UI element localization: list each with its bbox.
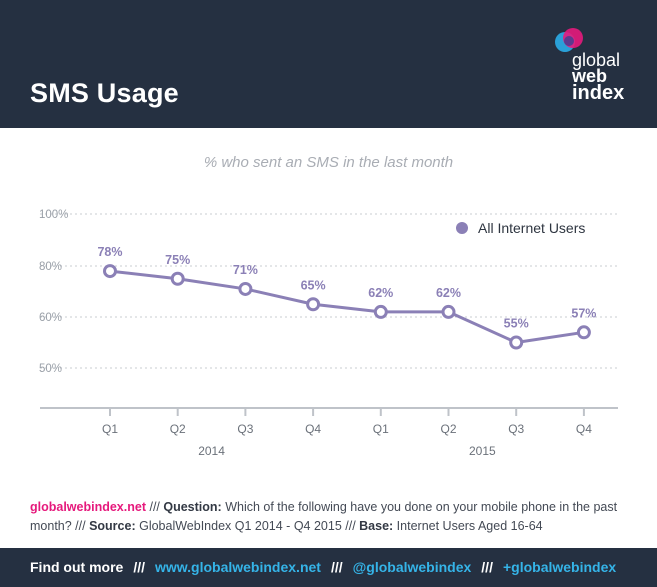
footer-website-link[interactable]: www.globalwebindex.net: [155, 559, 321, 575]
data-label: 65%: [301, 278, 326, 292]
footnote-source-text: GlobalWebIndex Q1 2014 - Q4 2015: [135, 519, 342, 533]
x-tick-label: Q1: [373, 422, 389, 436]
logo-line-3: index: [572, 82, 625, 105]
footer-twitter-link[interactable]: @globalwebindex: [352, 559, 472, 575]
footnote-source-label: Source:: [89, 519, 136, 533]
footer-separator: ///: [133, 559, 145, 575]
x-tick-label: Q3: [237, 422, 253, 436]
logo-wordmark: global web index: [572, 50, 625, 105]
footnote: globalwebindex.net /// Question: Which o…: [30, 498, 640, 536]
x-tick-label: Q3: [508, 422, 524, 436]
data-point: [373, 304, 388, 319]
data-label: 55%: [504, 317, 529, 331]
data-point: [509, 335, 524, 350]
data-point: [103, 264, 117, 279]
legend-marker: [456, 222, 468, 234]
footnote-question-text: Which of the following have you done on …: [30, 500, 618, 533]
logo-circles-icon: [555, 28, 583, 52]
footnote-base-label: Base:: [359, 519, 394, 533]
year-label: 2014: [198, 444, 225, 458]
legend-label: All Internet Users: [478, 220, 585, 236]
data-point: [306, 297, 321, 312]
y-tick-label: 100%: [39, 209, 68, 221]
data-label: 62%: [436, 286, 461, 300]
footnote-sep-3: ///: [341, 519, 360, 533]
footnote-question-label: Question:: [163, 500, 222, 514]
data-point: [170, 271, 185, 286]
y-tick-label: 60%: [39, 312, 62, 324]
y-tick-label: 50%: [39, 363, 62, 375]
data-label: 78%: [97, 245, 122, 259]
x-tick-label: Q2: [170, 422, 186, 436]
data-point: [576, 325, 591, 340]
footnote-base-text: Internet Users Aged 16-64: [393, 519, 543, 533]
data-label: 75%: [165, 253, 190, 267]
data-label: 62%: [368, 286, 393, 300]
x-tick-label: Q1: [102, 422, 118, 436]
logo-line-1: global: [572, 50, 621, 70]
footer-bar: Find out more /// www.globalwebindex.net //…: [0, 548, 657, 587]
chart-title: % who sent an SMS in the last month: [203, 154, 454, 171]
page-title: SMS Usage: [30, 78, 179, 108]
x-tick-label: Q2: [440, 422, 456, 436]
footer-find-out-more: Find out more: [30, 559, 124, 575]
footnote-sep-1: ///: [146, 500, 164, 514]
logo-line-2: web: [572, 66, 608, 87]
data-point: [441, 304, 456, 319]
data-point: [238, 281, 253, 296]
footnote-sep-2: ///: [71, 519, 90, 533]
footer-separator: ///: [330, 559, 343, 575]
data-label: 71%: [233, 263, 258, 277]
year-label: 2015: [469, 444, 496, 458]
series-line: [109, 269, 585, 344]
footnote-brand: globalwebindex.net: [30, 500, 146, 514]
footer-gplus-link[interactable]: +globalwebindex: [502, 559, 617, 575]
footer-separator: ///: [481, 559, 493, 575]
x-tick-label: Q4: [305, 422, 321, 436]
brand-logo: global web index: [548, 24, 638, 108]
y-tick-label: 80%: [39, 261, 62, 273]
header-banner: SMS Usage global web index: [0, 0, 657, 128]
data-label: 57%: [571, 306, 596, 320]
x-tick-label: Q4: [576, 422, 592, 436]
